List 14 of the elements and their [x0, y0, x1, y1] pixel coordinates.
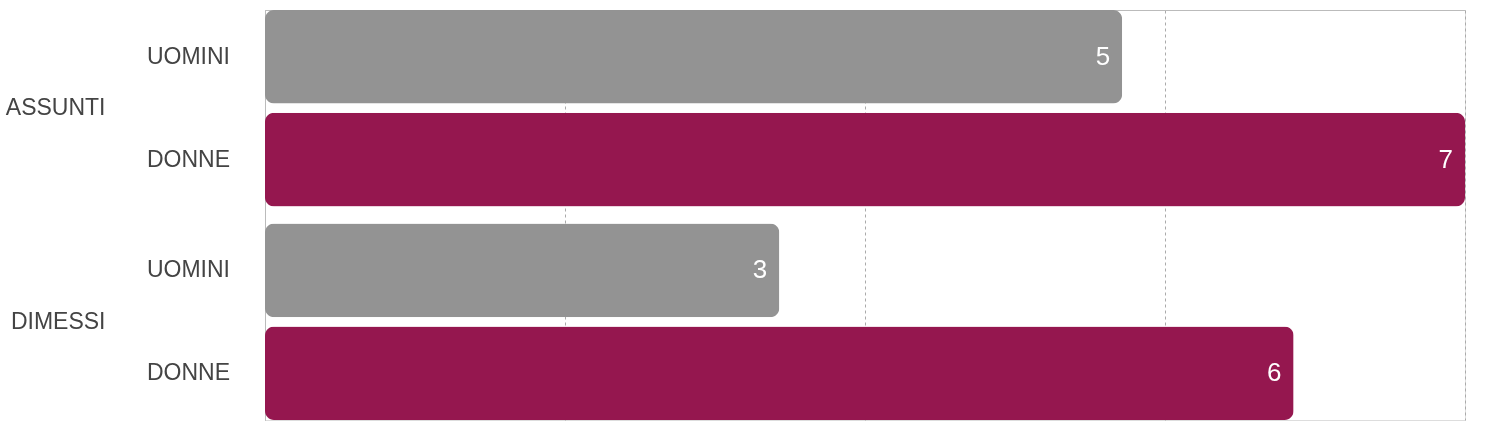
data-label: 7: [1438, 143, 1453, 174]
series-label: DONNE: [146, 145, 230, 172]
text: UOMINI: [146, 256, 230, 283]
y-tick-label: ASSUNTI: [5, 94, 106, 121]
y-tick-label: DIMESSI: [10, 307, 106, 334]
bar: [265, 326, 1294, 420]
bar: [265, 10, 1123, 104]
data-label: 6: [1267, 357, 1282, 388]
data-label: 3: [752, 254, 768, 285]
text: DONNE: [146, 359, 230, 386]
bar: [265, 223, 780, 318]
bar: [265, 112, 1465, 207]
data-label: 5: [1095, 40, 1111, 71]
series-label: UOMINI: [146, 42, 230, 69]
